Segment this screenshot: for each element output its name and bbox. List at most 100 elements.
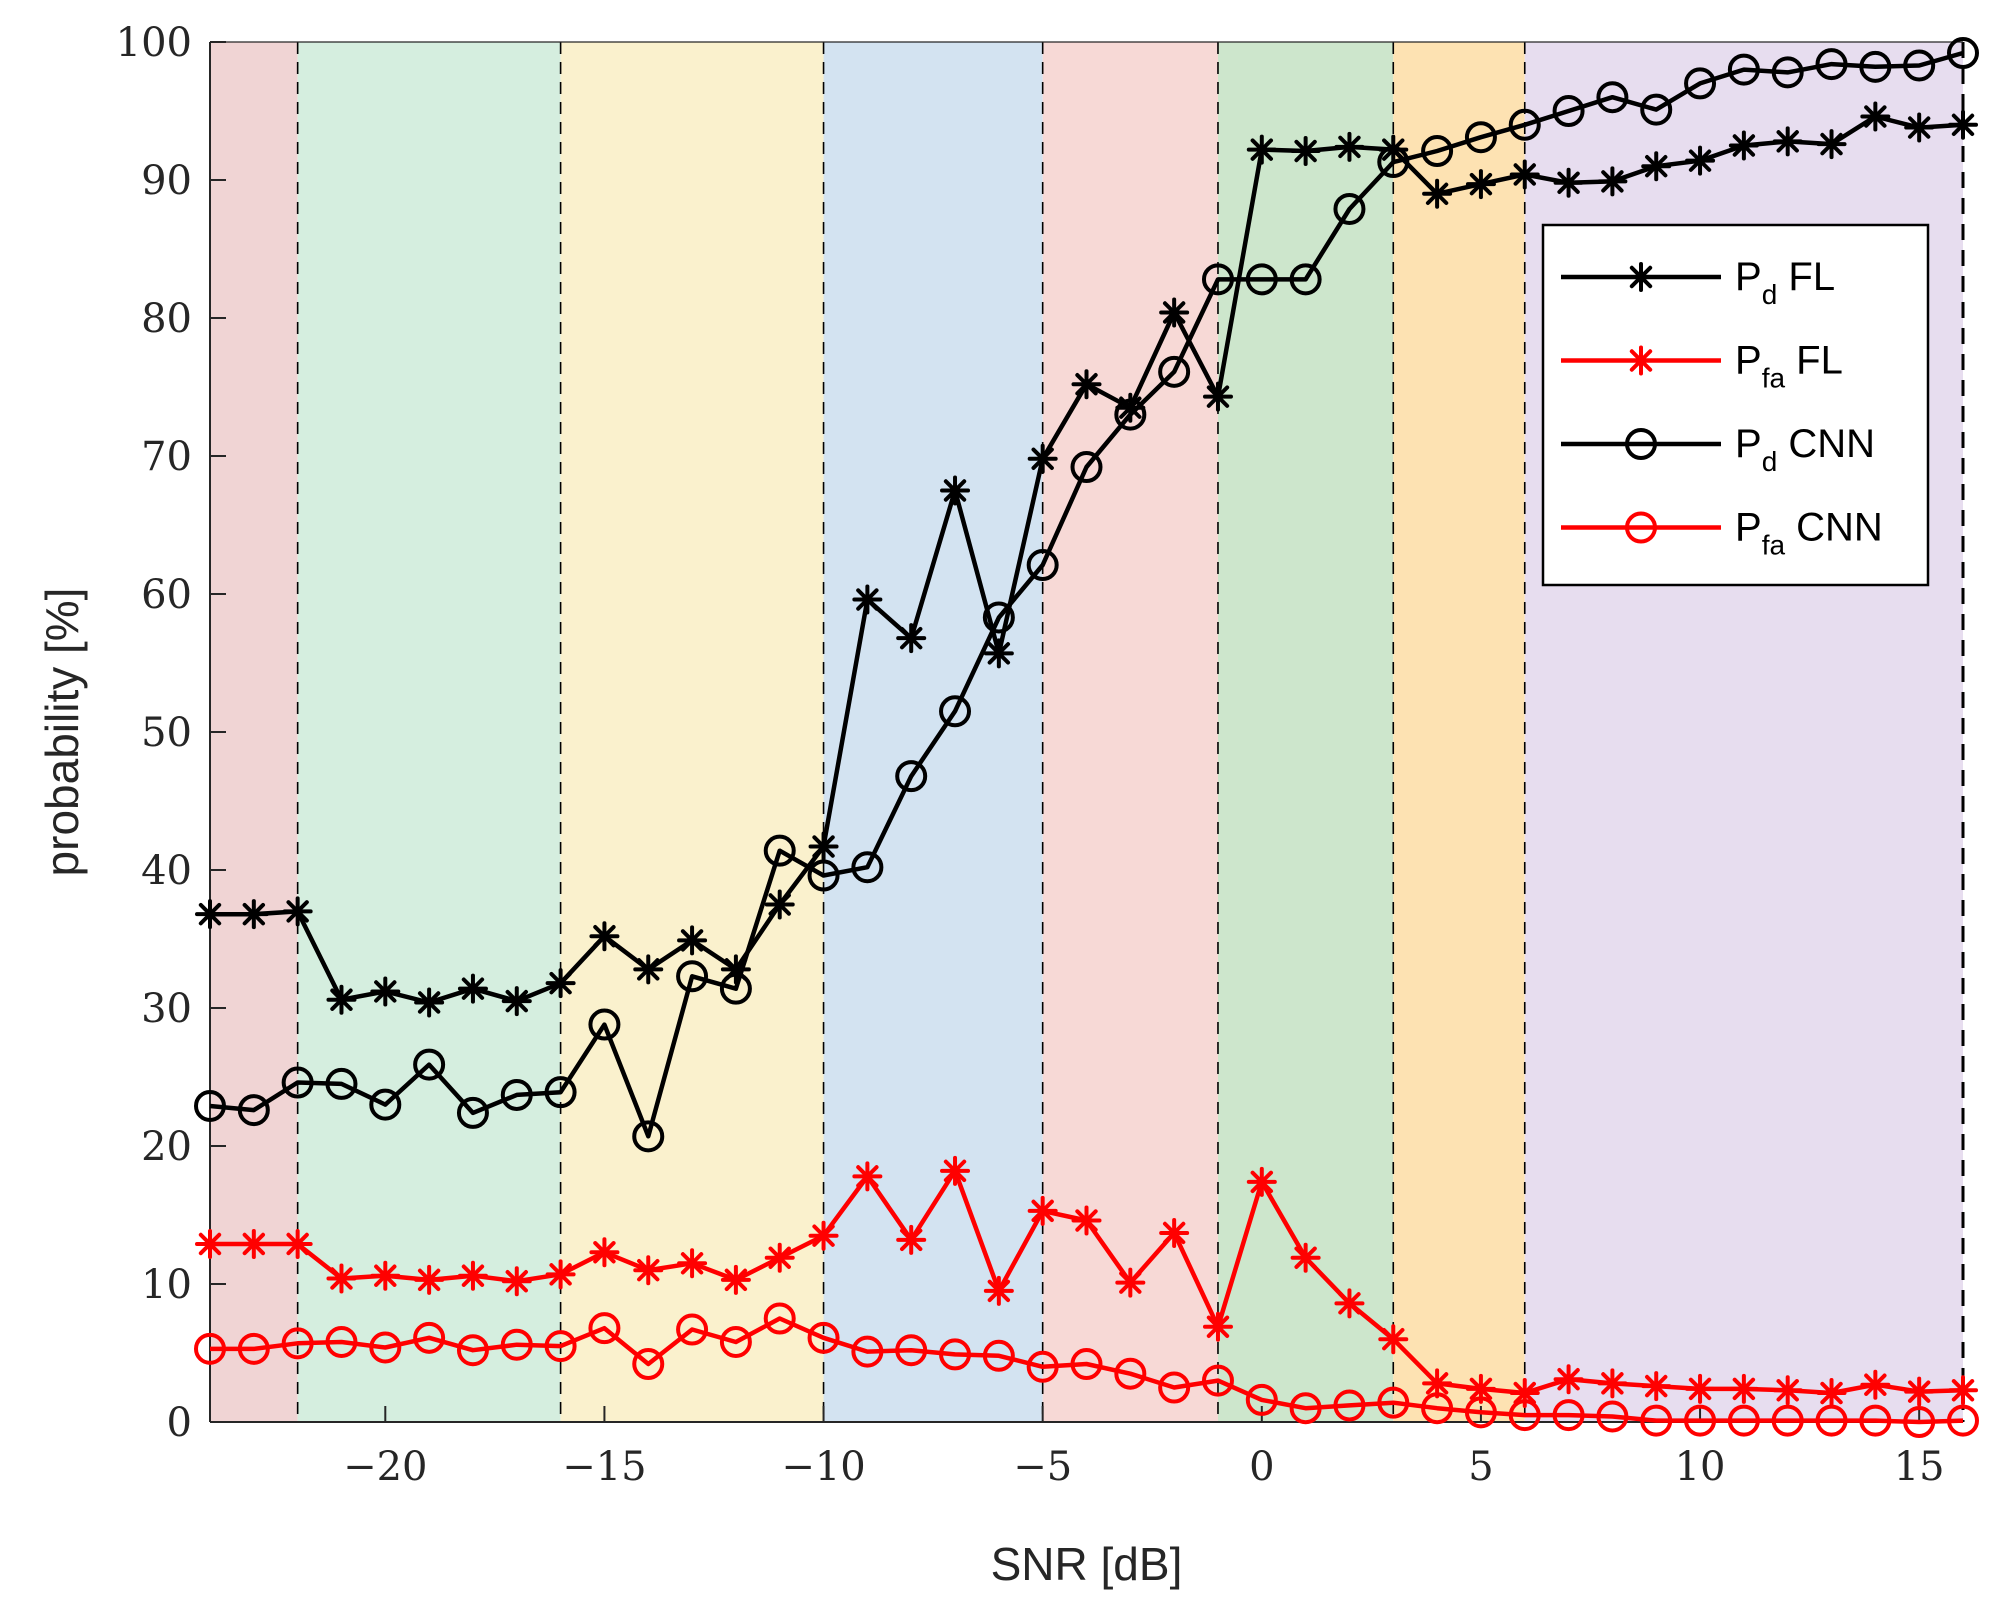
data-point <box>1640 93 1673 126</box>
data-point <box>1422 1368 1453 1399</box>
data-point <box>852 1161 883 1192</box>
data-point <box>326 984 357 1015</box>
data-point <box>1771 56 1804 89</box>
data-point <box>1508 1399 1541 1432</box>
data-point <box>983 638 1014 669</box>
data-point <box>370 976 401 1007</box>
data-point <box>807 859 840 892</box>
data-point <box>1421 135 1454 168</box>
data-point <box>1685 1373 1716 1404</box>
data-point <box>677 1248 708 1279</box>
data-point <box>1728 1373 1759 1404</box>
data-point <box>1860 1369 1891 1400</box>
y-tick-label: 80 <box>141 296 192 342</box>
data-point <box>632 1120 665 1153</box>
data-point <box>413 1048 446 1081</box>
x-tick-label: −15 <box>562 1444 646 1490</box>
data-point <box>764 1242 795 1273</box>
data-point <box>1596 1400 1629 1433</box>
series-pd-cnn <box>194 37 1979 1153</box>
x-tick-label: 10 <box>1675 1444 1726 1490</box>
data-point <box>1860 101 1891 132</box>
data-point <box>1158 355 1191 388</box>
data-point <box>1904 1376 1935 1407</box>
data-point <box>281 1327 314 1360</box>
data-point <box>677 925 708 956</box>
data-point <box>1859 1404 1892 1437</box>
data-point <box>589 1237 620 1268</box>
data-point <box>719 972 752 1005</box>
legend-label: Pd FL <box>1735 255 1835 310</box>
y-tick-label: 30 <box>141 986 192 1032</box>
background-band-5 <box>1217 42 1394 1422</box>
data-point <box>326 1263 357 1294</box>
data-point <box>1289 263 1322 296</box>
data-point <box>370 1260 401 1291</box>
data-point <box>1070 1348 1103 1381</box>
data-point <box>719 1325 752 1358</box>
data-point <box>1333 192 1366 225</box>
data-point <box>1771 1404 1804 1437</box>
y-tick-label: 0 <box>167 1400 192 1446</box>
data-point <box>676 960 709 993</box>
legend-label: Pfa CNN <box>1735 506 1883 561</box>
data-point <box>325 1325 358 1358</box>
y-tick-label: 10 <box>141 1262 192 1308</box>
data-point <box>1421 1392 1454 1425</box>
data-point <box>1597 1368 1628 1399</box>
data-point <box>281 1066 314 1099</box>
data-point <box>457 1260 488 1291</box>
data-point <box>1948 109 1978 140</box>
background-band-4 <box>1042 42 1218 1422</box>
data-point <box>1027 443 1058 474</box>
band-boundary-lines <box>296 42 1965 1422</box>
x-tick-label: −10 <box>781 1444 865 1490</box>
y-tick-labels: 0 10 20 30 40 50 60 70 80 90 100 <box>116 20 192 1446</box>
data-point <box>1816 129 1847 160</box>
data-point <box>325 1067 358 1100</box>
data-point <box>456 1334 489 1367</box>
data-point <box>1245 263 1278 296</box>
data-point <box>237 1332 270 1365</box>
background-band-1 <box>297 42 561 1422</box>
data-point <box>1333 1389 1366 1422</box>
data-point <box>588 1312 621 1345</box>
data-point <box>1641 1371 1672 1402</box>
series-pfa-fl <box>195 1155 1978 1409</box>
legend-entry: Pd CNN <box>1561 422 1875 477</box>
data-point <box>369 1331 402 1364</box>
legend-label: Pd CNN <box>1735 422 1875 477</box>
data-point <box>1115 1267 1146 1298</box>
data-point <box>238 1228 269 1259</box>
data-point <box>1114 1357 1147 1390</box>
data-point <box>194 1089 226 1122</box>
data-point <box>1114 398 1147 431</box>
data-point <box>676 1313 709 1346</box>
data-point <box>1246 1166 1277 1197</box>
data-point <box>1027 1195 1058 1226</box>
data-point <box>1026 549 1059 582</box>
data-point <box>1334 131 1365 162</box>
y-tick-label: 20 <box>141 1124 192 1170</box>
data-point <box>1641 151 1672 182</box>
data-point <box>1684 1404 1717 1437</box>
data-point <box>895 1334 928 1367</box>
data-point <box>500 1328 533 1361</box>
data-point <box>1772 1375 1803 1406</box>
data-point <box>1508 108 1541 141</box>
legend-marker <box>1625 428 1657 460</box>
data-point <box>1246 134 1277 165</box>
legend-marker <box>1625 511 1657 544</box>
data-point <box>545 968 576 999</box>
data-point <box>1201 263 1234 296</box>
data-point <box>939 695 972 728</box>
data-point <box>1159 297 1190 328</box>
data-point <box>544 1076 577 1109</box>
data-point <box>982 1339 1015 1372</box>
data-point <box>500 1078 533 1111</box>
x-tick-label: 0 <box>1249 1444 1274 1490</box>
data-point <box>1509 159 1540 190</box>
data-point <box>1640 1404 1673 1437</box>
data-point <box>940 1155 971 1186</box>
data-point <box>1422 178 1453 209</box>
